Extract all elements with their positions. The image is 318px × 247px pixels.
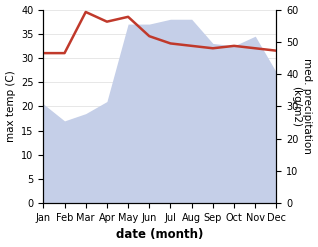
Y-axis label: max temp (C): max temp (C) xyxy=(5,70,16,142)
Y-axis label: med. precipitation
(kg/m2): med. precipitation (kg/m2) xyxy=(291,59,313,154)
X-axis label: date (month): date (month) xyxy=(116,228,204,242)
